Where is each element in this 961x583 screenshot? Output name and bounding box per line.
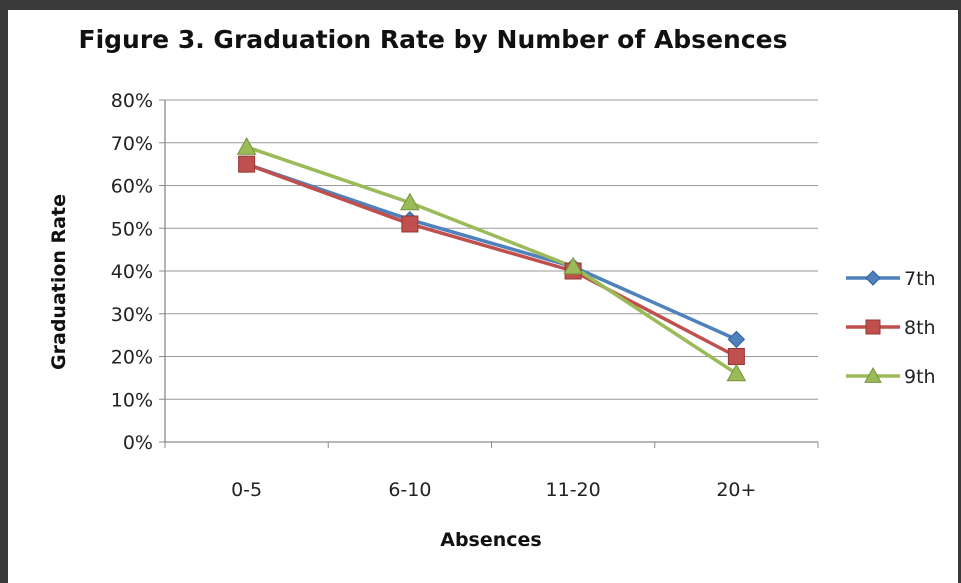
x-tick-label: 0-5	[231, 479, 262, 501]
series-line-7th	[246, 162, 738, 341]
y-tick-label: 80%	[111, 90, 153, 112]
y-tick-label: 20%	[111, 347, 153, 369]
legend-marker-9th	[864, 366, 882, 383]
point-9th-11-20	[563, 256, 583, 275]
legend-marker-7th	[865, 270, 881, 286]
point-8th-20+	[727, 348, 745, 365]
x-tick-label: 11-20	[546, 479, 601, 501]
legend-label-7th: 7th	[904, 268, 936, 290]
y-tick-label: 40%	[111, 261, 153, 283]
y-axis-ticks: 0% 10% 20% 30% 40% 50% 60% 70% 80%	[111, 90, 153, 454]
point-7th-20+	[727, 330, 746, 349]
legend-label-8th: 8th	[904, 317, 936, 339]
gridlines	[159, 99, 819, 448]
series-line-9th	[246, 145, 738, 376]
x-axis-ticks: 0-5 6-10 11-20 20+	[231, 479, 756, 501]
series-layer	[236, 136, 747, 382]
point-9th-6-10	[400, 192, 420, 211]
y-tick-label: 60%	[111, 176, 153, 198]
point-8th-0-5	[238, 155, 256, 173]
y-tick-label: 70%	[111, 133, 153, 155]
chart-title: Figure 3. Graduation Rate by Number of A…	[79, 25, 788, 54]
y-tick-label: 10%	[111, 389, 153, 411]
point-8th-6-10	[401, 215, 419, 233]
y-tick-label: 50%	[111, 218, 153, 240]
y-tick-label: 0%	[123, 432, 153, 454]
point-9th-0-5	[236, 136, 257, 155]
point-9th-20+	[726, 363, 747, 382]
x-tick-label: 6-10	[388, 479, 431, 501]
legend-marker-8th	[865, 319, 881, 335]
y-axis-title: Graduation Rate	[48, 194, 70, 370]
line-chart: Figure 3. Graduation Rate by Number of A…	[48, 25, 936, 551]
chart-frame: Figure 3. Graduation Rate by Number of A…	[8, 10, 958, 583]
series-line-8th	[246, 162, 738, 359]
y-tick-label: 30%	[111, 304, 153, 326]
legend: 7th 8th 9th	[846, 268, 936, 388]
x-axis-title: Absences	[440, 529, 542, 551]
legend-label-9th: 9th	[904, 366, 936, 388]
x-tick-label: 20+	[716, 479, 756, 501]
